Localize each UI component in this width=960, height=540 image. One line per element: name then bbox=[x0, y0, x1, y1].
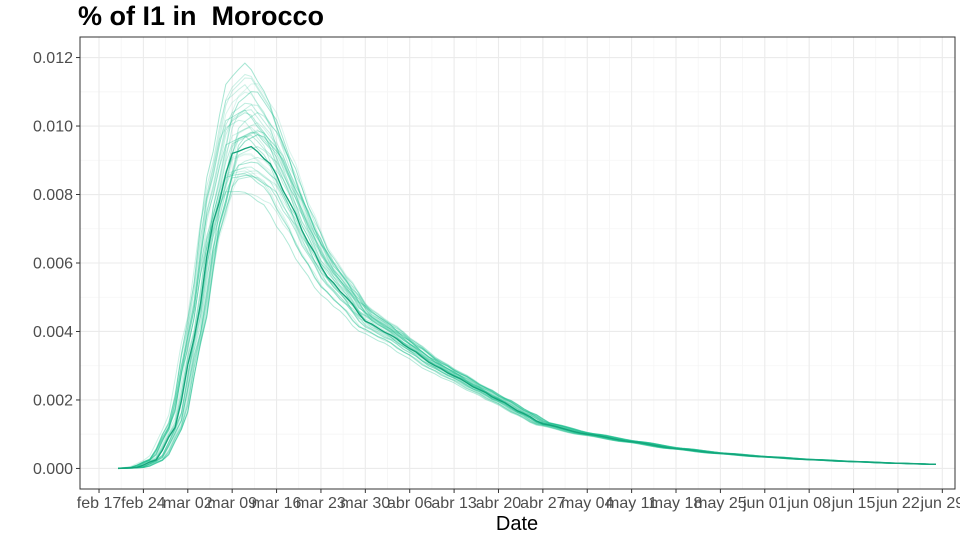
y-tick-label: 0.002 bbox=[33, 392, 73, 409]
x-tick-label: abr 06 bbox=[387, 495, 432, 512]
x-tick-label: jun 29 bbox=[920, 495, 960, 512]
y-tick-label: 0.004 bbox=[33, 324, 73, 341]
x-axis-title: Date bbox=[496, 513, 538, 535]
x-tick-label: mar 23 bbox=[296, 495, 346, 512]
x-tick-label: feb 24 bbox=[121, 495, 166, 512]
x-tick-label: abr 20 bbox=[476, 495, 521, 512]
x-tick-label: jun 08 bbox=[786, 495, 831, 512]
median-line bbox=[117, 145, 937, 470]
x-tick-label: abr 13 bbox=[431, 495, 476, 512]
x-tick-label: may 04 bbox=[561, 495, 614, 512]
x-tick-label: mar 09 bbox=[207, 495, 257, 512]
x-tick-label: may 25 bbox=[694, 495, 747, 512]
x-tick-label: may 18 bbox=[650, 495, 703, 512]
x-tick-label: mar 02 bbox=[163, 495, 213, 512]
x-tick-label: may 11 bbox=[606, 495, 657, 512]
gridlines bbox=[80, 37, 955, 489]
y-tick-label: 0.010 bbox=[33, 119, 73, 136]
x-tick-label: jun 01 bbox=[742, 495, 787, 512]
x-tick-label: jun 22 bbox=[875, 495, 920, 512]
x-tick-label: abr 27 bbox=[520, 495, 565, 512]
y-tick-label: 0.012 bbox=[33, 50, 73, 67]
median-series bbox=[117, 145, 937, 470]
x-tick-label: mar 16 bbox=[252, 495, 302, 512]
y-tick-label: 0.006 bbox=[33, 256, 73, 273]
x-tick-label: jun 15 bbox=[831, 495, 876, 512]
y-tick-label: 0.008 bbox=[33, 187, 73, 204]
x-tick-label: feb 17 bbox=[77, 495, 122, 512]
x-tick-label: mar 30 bbox=[340, 495, 390, 512]
chart-title: % of I1 in Morocco bbox=[78, 1, 325, 31]
axes: 0.000 0.002 0.004 0.006 0.008 0.010 0.012 feb 1… bbox=[33, 50, 960, 512]
y-tick-label: 0.000 bbox=[33, 461, 73, 478]
